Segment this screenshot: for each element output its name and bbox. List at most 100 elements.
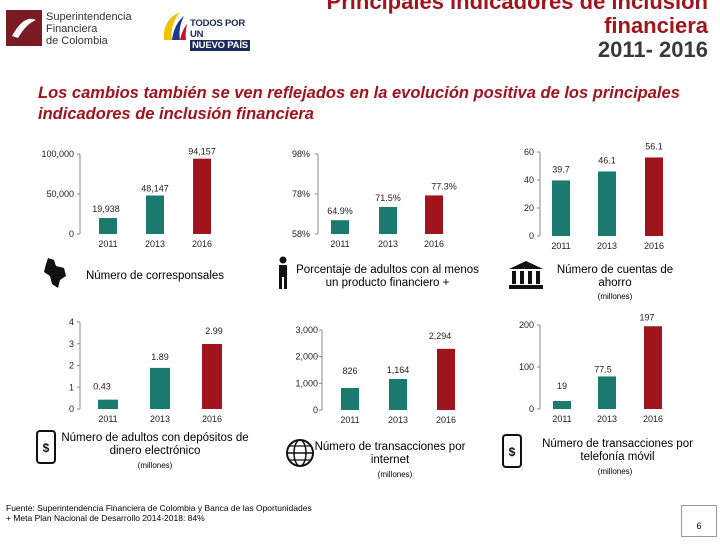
chart-2-value-label: 46.1	[598, 155, 616, 165]
chart-1-category-label: 2013	[378, 239, 398, 249]
chart-3-category-label: 2016	[202, 414, 222, 424]
chart-4-category-label: 2013	[388, 415, 408, 425]
chart-0-tick-label: 100,000	[41, 149, 74, 159]
chart-0-value-label: 48,147	[141, 183, 169, 193]
units-transacciones-internet: (millones)	[377, 470, 413, 479]
chart-2-bar	[598, 171, 616, 236]
chart-1-tick-label: 78%	[292, 189, 310, 199]
mobile-phone-icon-2: $	[502, 434, 522, 468]
footer: Fuente: Superintendencia Financiera de C…	[6, 503, 312, 523]
sfc-logo-icon	[6, 10, 42, 46]
chart-4-tick-label: 1,000	[295, 378, 318, 388]
chart-3-value-label: 0.43	[93, 382, 111, 392]
chart-4-category-label: 2016	[436, 415, 456, 425]
chart-2-tick-label: 60	[524, 147, 534, 157]
chart-2-bar	[552, 180, 570, 236]
chart-4-category-label: 2011	[340, 415, 359, 425]
units-telefonia-movil: (millones)	[597, 467, 633, 476]
chart-5-tick-label: 0	[529, 404, 534, 414]
caption-dinero-electronico: Número de adultos con depósitos de diner…	[61, 432, 249, 457]
chart-0-bar	[193, 158, 211, 234]
chart-2-category-label: 2016	[644, 241, 664, 251]
chart-3-tick-label: 0	[69, 404, 74, 414]
footer-source: Fuente: Superintendencia Financiera de C…	[6, 503, 312, 513]
chart-1-value-label: 77.3%	[431, 181, 457, 191]
chart-2-category-label: 2013	[597, 241, 617, 251]
chart-5-category-label: 2011	[552, 414, 571, 424]
chart-4-tick-label: 2,000	[295, 352, 318, 362]
chart-5-bar	[553, 401, 571, 409]
chart-1-value-label: 71.5%	[375, 193, 401, 203]
caption-adultos-producto: Porcentaje de adultos con al menos un pr…	[296, 264, 479, 289]
chart-4-tick-label: 3,000	[295, 325, 318, 335]
chart-0-bar	[146, 195, 164, 234]
chart-5-tick-label: 100	[519, 362, 534, 372]
caption-corresponsales: Número de corresponsales	[85, 270, 225, 282]
svg-text:$: $	[43, 441, 50, 455]
chart-4-value-label: 2,294	[429, 331, 452, 341]
page-number: 6	[681, 505, 717, 537]
chart-5-bar	[598, 376, 616, 409]
chart-5-tick-label: 200	[519, 320, 534, 330]
chart-0-tick-label: 50,000	[46, 189, 74, 199]
chart-0-value-label: 94,157	[188, 147, 216, 157]
globe-icon	[286, 439, 314, 467]
chart-3-value-label: 2.99	[205, 326, 223, 336]
logo-tpp-line-1: TODOS POR UN	[190, 18, 246, 40]
chart-1-category-label: 2011	[330, 239, 349, 249]
chart-0-bar	[99, 218, 117, 234]
chart-4-tick-label: 0	[313, 405, 318, 415]
chart-3-bar	[98, 399, 118, 409]
chart-3-value-label: 1.89	[151, 352, 169, 362]
chart-5-value-label: 19	[557, 381, 567, 391]
chart-3-tick-label: 4	[69, 317, 74, 327]
subtitle: Los cambios también se ven reflejados en…	[38, 84, 680, 123]
title-line-1: Principales indicadores de inclusión	[326, 0, 708, 14]
chart-5-value-label: 77.5	[594, 364, 612, 374]
chart-4-value-label: 1,164	[387, 365, 410, 375]
chart-1-bar	[379, 207, 397, 234]
chart-2-category-label: 2011	[551, 241, 570, 251]
title-line-2: financiera	[604, 13, 708, 38]
chart-5-bar	[644, 326, 662, 409]
flag-swirl-icon	[163, 12, 187, 40]
title-line-3: 2011- 2016	[597, 37, 708, 62]
chart-4-bar	[341, 387, 359, 410]
chart-4-bar	[389, 378, 407, 410]
chart-1-tick-label: 58%	[292, 229, 310, 239]
units-dinero-electronico: (millones)	[137, 461, 173, 470]
units-cuentas-ahorro: (millones)	[597, 292, 633, 301]
colombia-map-icon	[44, 258, 66, 288]
chart-1-bar	[331, 220, 349, 234]
caption-transacciones-internet: Número de transacciones por internet	[314, 441, 466, 466]
chart-0-category-label: 2011	[98, 239, 117, 249]
chart-0-tick-label: 0	[69, 229, 74, 239]
chart-5-value-label: 197	[639, 312, 654, 322]
chart-3-category-label: 2013	[150, 414, 170, 424]
chart-2-tick-label: 40	[524, 175, 534, 185]
chart-3-bar	[202, 343, 222, 409]
chart-3-tick-label: 1	[69, 382, 74, 392]
chart-1-tick-label: 98%	[292, 149, 310, 159]
chart-2-tick-label: 0	[529, 231, 534, 241]
chart-3-tick-label: 3	[69, 339, 74, 349]
chart-2-value-label: 56.1	[645, 141, 663, 151]
chart-5-category-label: 2013	[597, 414, 617, 424]
chart-4-bar	[437, 348, 455, 410]
logo-todos-por-un-nuevo-pais: TODOS POR UN NUEVO PAÍS	[160, 8, 260, 51]
caption-cuentas-ahorro: Número de cuentas de ahorro	[556, 264, 674, 289]
chart-2-value-label: 39.7	[552, 164, 570, 174]
chart-5-category-label: 2016	[643, 414, 663, 424]
chart-3-bar	[150, 367, 170, 409]
chart-3-category-label: 2011	[98, 414, 117, 424]
logo-sfc-line-3: de Colombia	[46, 35, 108, 47]
chart-4-value-label: 826	[342, 366, 357, 376]
logo-tpp-line-2: NUEVO PAÍS	[190, 40, 250, 51]
chart-1-value-label: 64.9%	[327, 206, 353, 216]
svg-text:$: $	[509, 445, 516, 459]
mobile-phone-icon: $	[36, 430, 56, 464]
caption-telefonia-movil: Número de transacciones por telefonía mó…	[542, 438, 693, 463]
chart-1-category-label: 2016	[424, 239, 444, 249]
logo-sfc-line-2: Financiera	[46, 23, 98, 35]
